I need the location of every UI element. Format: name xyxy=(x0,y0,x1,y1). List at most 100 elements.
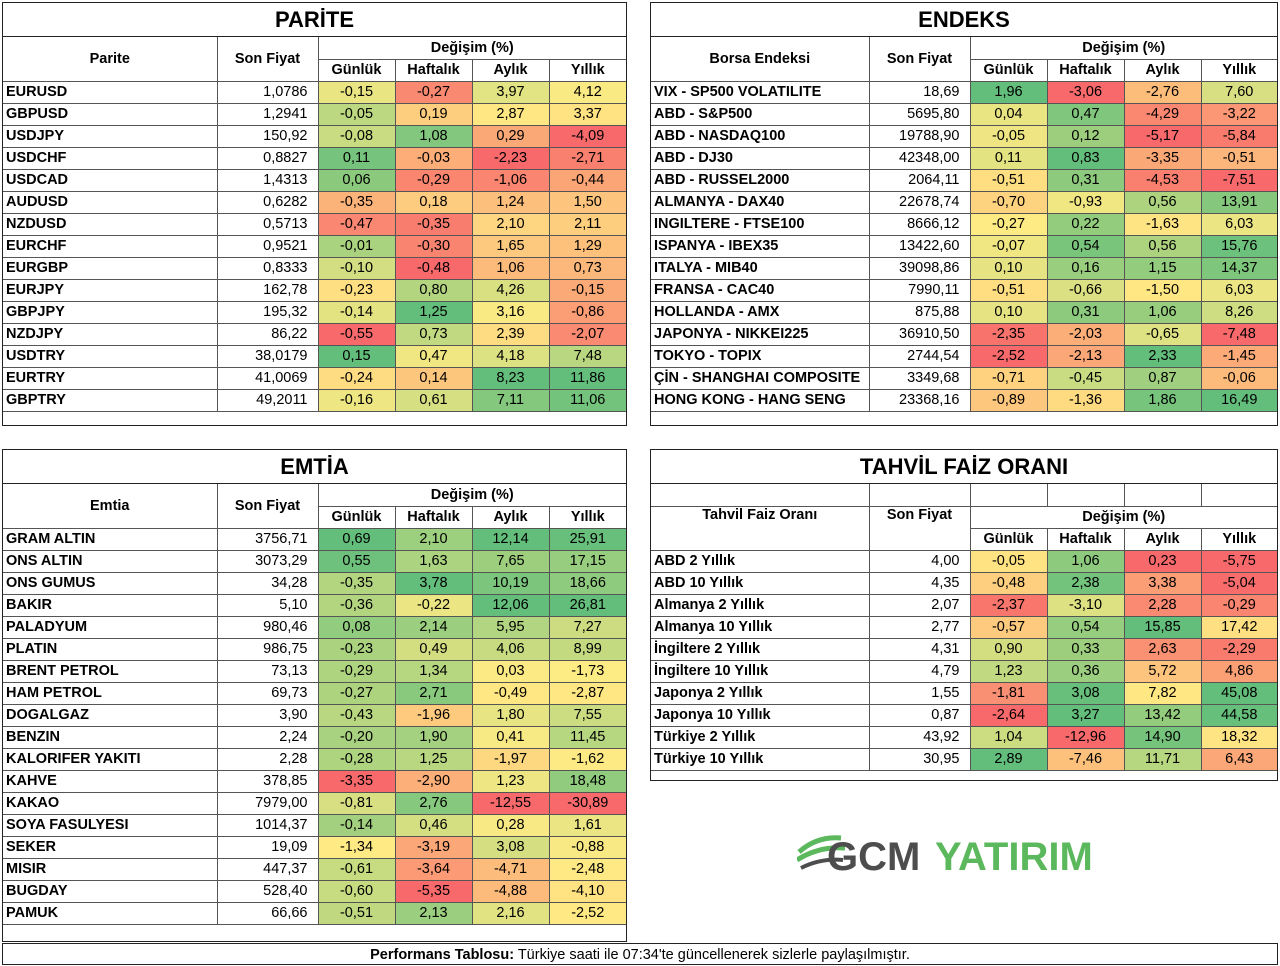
weekly-change: 0,18 xyxy=(394,190,473,214)
instrument-name: Japonya 2 Yıllık xyxy=(651,681,870,705)
daily-change: -0,43 xyxy=(317,703,396,727)
last-price: 0,8333 xyxy=(216,256,319,280)
weekly-change: 2,14 xyxy=(394,615,473,639)
monthly-change: 7,11 xyxy=(471,388,550,412)
daily-change: -1,34 xyxy=(317,835,396,859)
yearly-change: 1,61 xyxy=(548,813,626,837)
instrument-name: KAKAO xyxy=(3,791,218,815)
daily-change: -2,37 xyxy=(969,593,1048,617)
daily-change: -0,05 xyxy=(969,124,1048,148)
weekly-change: 0,80 xyxy=(394,278,473,302)
last-price: 34,28 xyxy=(216,571,319,595)
weekly-change: 3,08 xyxy=(1046,681,1125,705)
weekly-change: 0,61 xyxy=(394,388,473,412)
last-price: 3073,29 xyxy=(216,549,319,573)
instrument-name: USDJPY xyxy=(3,124,218,148)
last-price: 0,9521 xyxy=(216,234,319,258)
yearly-change: 7,48 xyxy=(548,344,626,368)
instrument-name: EURCHF xyxy=(3,234,218,258)
last-price: 3756,71 xyxy=(216,528,319,551)
instrument-name: USDTRY xyxy=(3,344,218,368)
last-price: 73,13 xyxy=(216,659,319,683)
instrument-name: BRENT PETROL xyxy=(3,659,218,683)
daily-change: -0,48 xyxy=(969,571,1048,595)
yearly-change: -5,75 xyxy=(1200,550,1277,573)
daily-change: -0,29 xyxy=(317,659,396,683)
tahvil-row: Japonya 2 Yıllık 1,55 -1,81 3,08 7,82 45,08 xyxy=(651,681,1277,705)
instrument-name: HOLLANDA - AMX xyxy=(651,300,870,324)
last-price: 5,10 xyxy=(216,593,319,617)
yearly-change: -0,06 xyxy=(1200,366,1277,390)
instrument-name: GBPUSD xyxy=(3,102,218,126)
last-price: 875,88 xyxy=(868,300,971,324)
weekly-change: -1,36 xyxy=(1046,388,1125,412)
emtia-row: KAHVE 378,85 -3,35 -2,90 1,23 18,48 xyxy=(3,769,626,793)
empty-header-cell xyxy=(651,484,870,507)
last-price: 4,79 xyxy=(868,659,971,683)
endeks-row: TOKYO - TOPIX 2744,54 -2,52 -2,13 2,33 -1,45 xyxy=(651,344,1277,368)
daily-change: -0,36 xyxy=(317,593,396,617)
logo-gcm-text: GCM xyxy=(827,835,920,879)
last-price: 195,32 xyxy=(216,300,319,324)
instrument-name: ONS ALTIN xyxy=(3,549,218,573)
monthly-change: 1,06 xyxy=(1123,300,1202,324)
daily-change: -0,51 xyxy=(969,278,1048,302)
last-price: 0,87 xyxy=(868,703,971,727)
daily-change: -0,14 xyxy=(317,813,396,837)
monthly-change: -4,29 xyxy=(1123,102,1202,126)
last-price: 36910,50 xyxy=(868,322,971,346)
monthly-change: 1,06 xyxy=(471,256,550,280)
instrument-name: Türkiye 2 Yıllık xyxy=(651,725,870,749)
daily-change: -0,35 xyxy=(317,190,396,214)
parite-row: AUDUSD 0,6282 -0,35 0,18 1,24 1,50 xyxy=(3,190,626,214)
daily-change: -0,60 xyxy=(317,879,396,903)
last-price: 2,28 xyxy=(216,747,319,771)
parite-row: EURCHF 0,9521 -0,01 -0,30 1,65 1,29 xyxy=(3,234,626,258)
yearly-change: 7,55 xyxy=(548,703,626,727)
emtia-table: Emtia Son Fiyat Değişim (%) Günlük Hafta… xyxy=(3,484,626,925)
daily-change: -0,14 xyxy=(317,300,396,324)
monthly-change: -1,06 xyxy=(471,168,550,192)
last-price: 1,0786 xyxy=(216,81,319,104)
daily-change: 0,11 xyxy=(969,146,1048,170)
instrument-name: PALADYUM xyxy=(3,615,218,639)
last-price: 2,24 xyxy=(216,725,319,749)
last-price: 447,37 xyxy=(216,857,319,881)
instrument-name: FRANSA - CAC40 xyxy=(651,278,870,302)
weekly-change: -12,96 xyxy=(1046,725,1125,749)
emtia-row: BENZIN 2,24 -0,20 1,90 0,41 11,45 xyxy=(3,725,626,749)
monthly-change: 2,16 xyxy=(471,901,550,925)
daily-change: -0,07 xyxy=(969,234,1048,258)
instrument-name: Japonya 10 Yıllık xyxy=(651,703,870,727)
parite-row: EURJPY 162,78 -0,23 0,80 4,26 -0,15 xyxy=(3,278,626,302)
instrument-name: INGILTERE - FTSE100 xyxy=(651,212,870,236)
instrument-name: PLATIN xyxy=(3,637,218,661)
weekly-change: 0,12 xyxy=(1046,124,1125,148)
monthly-change: -2,76 xyxy=(1123,81,1202,104)
yearly-header: Yıllık xyxy=(1200,527,1277,551)
yearly-change: -1,45 xyxy=(1200,344,1277,368)
parite-row: GBPJPY 195,32 -0,14 1,25 3,16 -0,86 xyxy=(3,300,626,324)
weekly-header: Haftalık xyxy=(1046,527,1125,551)
tahvil-panel: TAHVİL FAİZ ORANI Tahvil Faiz Oranı Son … xyxy=(650,449,1278,781)
daily-change: 0,69 xyxy=(317,528,396,551)
tahvil-row: İngiltere 2 Yıllık 4,31 0,90 0,33 2,63 -2,29 xyxy=(651,637,1277,661)
last-price: 38,0179 xyxy=(216,344,319,368)
yearly-change: 18,48 xyxy=(548,769,626,793)
yearly-change: 8,26 xyxy=(1200,300,1277,324)
weekly-change: 0,36 xyxy=(1046,659,1125,683)
endeks-name-header: Borsa Endeksi xyxy=(651,37,870,82)
daily-change: -0,23 xyxy=(317,278,396,302)
weekly-change: 2,76 xyxy=(394,791,473,815)
last-price: 378,85 xyxy=(216,769,319,793)
daily-header: Günlük xyxy=(970,527,1048,551)
emtia-row: PLATIN 986,75 -0,23 0,49 4,06 8,99 xyxy=(3,637,626,661)
yearly-change: -0,44 xyxy=(548,168,626,192)
instrument-name: BUGDAY xyxy=(3,879,218,903)
last-price: 0,6282 xyxy=(216,190,319,214)
monthly-change: -0,65 xyxy=(1123,322,1202,346)
yearly-change: -2,71 xyxy=(548,146,626,170)
monthly-change: 1,65 xyxy=(471,234,550,258)
daily-change: -0,81 xyxy=(317,791,396,815)
monthly-change: 4,06 xyxy=(471,637,550,661)
